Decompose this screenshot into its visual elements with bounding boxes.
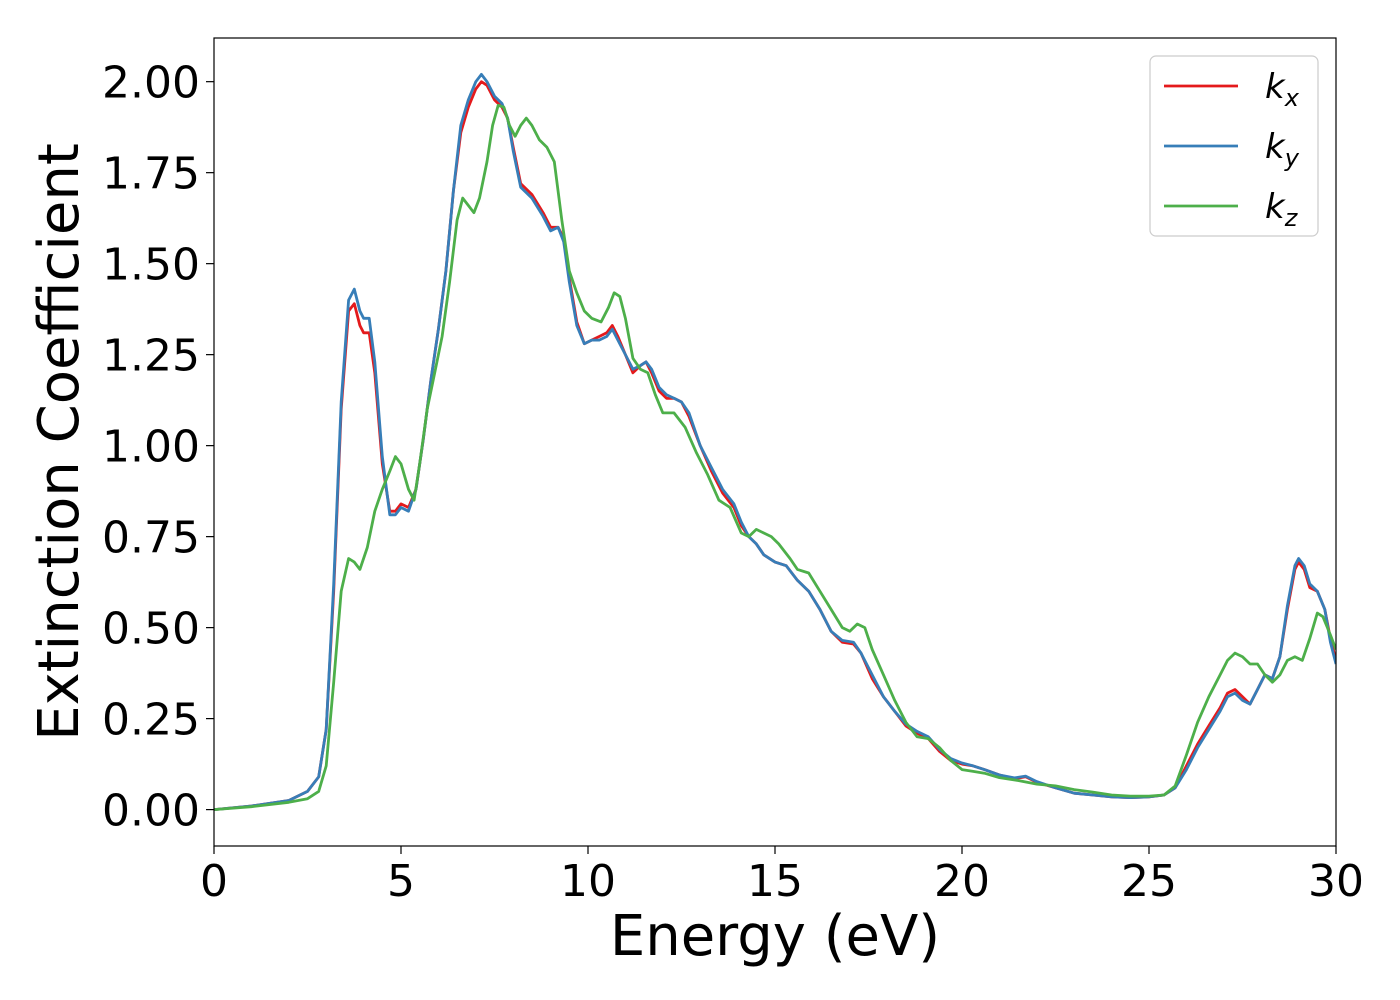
x-tick-label: 15 [747, 856, 803, 907]
y-axis: 0.00 0.25 0.50 0.75 1.00 1.25 1.50 1.75 2.00 [102, 58, 214, 837]
y-tick-label: 1.50 [102, 240, 200, 291]
y-tick-label: 0.75 [102, 513, 200, 564]
y-tick-label: 0.00 [102, 786, 200, 837]
y-axis-title: Extinction Coefficient [27, 143, 92, 741]
x-tick-label: 30 [1308, 856, 1364, 907]
y-tick-label: 0.25 [102, 695, 200, 746]
y-tick-label: 2.00 [102, 58, 200, 109]
x-axis: 0 5 10 15 20 25 30 [200, 846, 1364, 907]
x-tick-label: 0 [200, 856, 228, 907]
y-tick-label: 1.00 [102, 422, 200, 473]
y-tick-label: 1.75 [102, 149, 200, 200]
x-tick-label: 10 [560, 856, 616, 907]
x-tick-label: 5 [387, 856, 415, 907]
y-tick-label: 0.50 [102, 604, 200, 655]
x-axis-title: Energy (eV) [610, 904, 940, 969]
y-tick-label: 1.25 [102, 331, 200, 382]
x-tick-label: 20 [934, 856, 990, 907]
x-tick-label: 25 [1121, 856, 1177, 907]
series-layer [214, 73, 1336, 811]
series-line-kz [214, 103, 1336, 811]
